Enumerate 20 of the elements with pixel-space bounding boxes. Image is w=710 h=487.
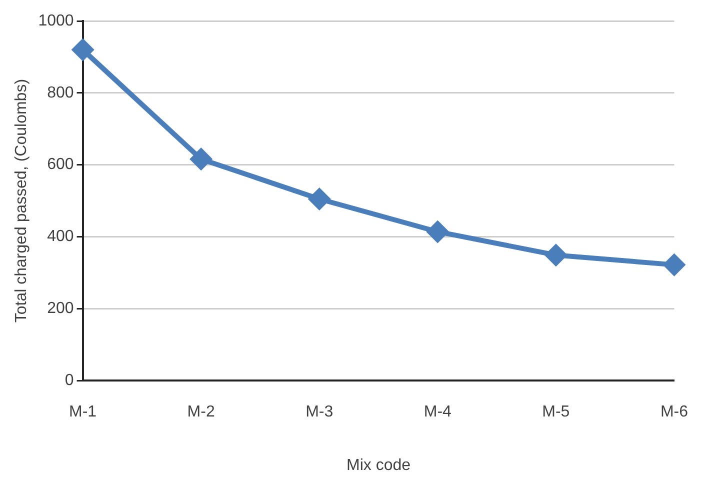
x-tick-label: M-6: [660, 404, 688, 421]
point: [190, 148, 212, 170]
point: [664, 254, 685, 276]
y-tick-label: 200: [47, 300, 74, 318]
x-tick-label: M-5: [542, 404, 570, 421]
x-tick-label: M-1: [69, 404, 97, 421]
point: [427, 221, 448, 242]
point: [545, 244, 566, 266]
y-tick-label: 800: [47, 84, 74, 102]
x-tick-label: M-2: [187, 404, 215, 421]
x-tick-label: M-3: [306, 404, 334, 421]
y-tick-label: 0: [64, 372, 74, 390]
x-axis-title: Mix code: [346, 456, 411, 474]
point: [308, 188, 330, 210]
y-tick-label: 1000: [38, 12, 74, 30]
y-axis-title: Total charged passed, (Coulombs): [13, 78, 30, 323]
point: [72, 39, 94, 60]
y-tick-label: 400: [47, 228, 74, 246]
y-tick-label: 600: [47, 156, 74, 174]
x-tick-label: M-4: [424, 404, 452, 421]
